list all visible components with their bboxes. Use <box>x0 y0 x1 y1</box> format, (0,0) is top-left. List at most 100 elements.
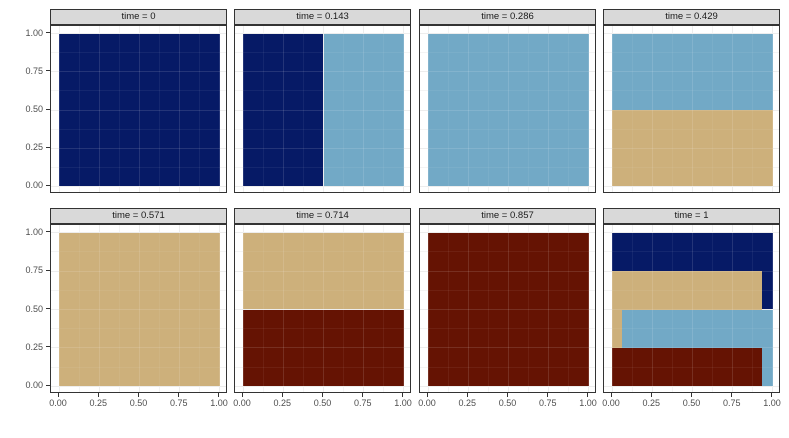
gridline-overlay-minor-h <box>420 251 595 253</box>
gridline-major-h <box>51 385 226 387</box>
x-axis-tick <box>57 393 59 397</box>
facet-strip-label: time = 0.429 <box>665 11 718 23</box>
gridline-overlay-minor-h <box>51 289 226 291</box>
y-axis-tick <box>46 308 50 309</box>
gridline-overlay-minor-h <box>235 90 410 92</box>
gridline-overlay-major-v <box>363 26 365 192</box>
facet-strip: time = 0.571 <box>50 208 227 224</box>
gridline-overlay-major-v <box>651 225 653 392</box>
data-rect-tan <box>612 110 773 187</box>
y-axis-tick <box>46 346 50 348</box>
gridline-overlay-minor-v <box>528 225 530 392</box>
facet-panel <box>603 224 780 393</box>
x-axis-label: 1.00 <box>579 398 597 408</box>
data-rect-lightblue <box>323 33 404 187</box>
gridline-overlay-major-v <box>403 225 405 392</box>
gridline-overlay-major-h <box>235 232 410 234</box>
gridline-overlay-major-v <box>58 26 60 192</box>
facet-panel <box>50 25 227 193</box>
x-axis-tick <box>466 393 468 397</box>
facet-strip: time = 0.143 <box>234 9 411 25</box>
gridline-overlay-major-h <box>51 232 226 234</box>
facet-panel <box>50 224 227 393</box>
gridline-overlay-minor-h <box>604 128 779 130</box>
gridline-major-v <box>403 26 405 192</box>
gridline-overlay-minor-h <box>604 328 779 330</box>
gridline-overlay-minor-v <box>262 26 264 192</box>
x-axis-tick <box>426 393 428 397</box>
gridline-overlay-minor-h <box>51 52 226 54</box>
y-axis-tick <box>46 269 50 271</box>
data-rect-tan <box>59 232 220 387</box>
gridline-overlay-major-h <box>235 71 410 73</box>
gridline-overlay-major-v <box>611 26 613 192</box>
facet-panel <box>234 25 411 193</box>
gridline-overlay-minor-v <box>302 26 304 192</box>
gridline-overlay-major-v <box>732 225 734 392</box>
x-axis-label: 0.25 <box>89 398 108 408</box>
gridline-overlay-major-v <box>242 26 244 192</box>
x-axis-tick <box>241 393 243 397</box>
gridline-overlay-minor-h <box>604 52 779 54</box>
x-axis-label: 0.50 <box>313 398 332 408</box>
gridline-overlay-major-v <box>282 26 284 192</box>
y-axis-tick <box>46 108 50 110</box>
gridline-overlay-major-v <box>732 26 734 192</box>
gridline-overlay-minor-v <box>487 26 489 192</box>
gridline-overlay-minor-v <box>712 225 714 392</box>
x-axis-label: 0.75 <box>353 398 372 408</box>
x-axis-tick <box>507 393 508 397</box>
gridline-overlay-minor-v <box>712 26 714 192</box>
x-axis-label: 0.25 <box>642 398 661 408</box>
x-axis-label: 0.25 <box>273 398 292 408</box>
gridline-major-v <box>219 225 221 392</box>
gridline-overlay-major-h <box>420 270 595 272</box>
x-axis-label: 0.50 <box>682 398 701 408</box>
data-rect-darkred <box>428 232 589 387</box>
gridline-overlay-major-h <box>420 185 595 187</box>
x-axis-tick <box>362 393 364 397</box>
y-axis-label: 0.50 <box>25 104 43 114</box>
y-axis-label: 0.25 <box>25 142 43 153</box>
x-axis-label: 1.00 <box>210 398 228 408</box>
gridline-overlay-minor-v <box>671 26 673 192</box>
facet-strip-label: time = 1 <box>674 210 709 222</box>
gridline-overlay-major-v <box>323 225 324 392</box>
x-axis-tick <box>218 393 220 397</box>
gridline-overlay-minor-v <box>343 26 345 192</box>
x-axis-tick <box>178 393 180 397</box>
gridline-major-h <box>235 185 410 187</box>
gridline-overlay-major-h <box>51 185 226 187</box>
gridline-overlay-minor-v <box>302 225 304 392</box>
gridline-overlay-minor-v <box>118 225 120 392</box>
gridline-overlay-minor-h <box>51 328 226 330</box>
facet-strip-label: time = 0.286 <box>481 11 534 23</box>
x-axis-tick <box>322 393 323 397</box>
facet-strip: time = 0.857 <box>419 208 596 224</box>
gridline-overlay-minor-h <box>235 128 410 130</box>
x-axis-label: 0.75 <box>722 398 741 408</box>
facet-panel <box>234 224 411 393</box>
gridline-overlay-major-h <box>604 147 779 149</box>
gridline-overlay-major-v <box>242 225 244 392</box>
x-axis-tick <box>691 393 692 397</box>
gridline-overlay-minor-v <box>343 225 345 392</box>
gridline-overlay-major-h <box>604 385 779 387</box>
gridline-overlay-major-v <box>548 225 550 392</box>
data-rect-lightblue <box>428 33 589 187</box>
facet-strip: time = 0.714 <box>234 208 411 224</box>
gridline-overlay-minor-v <box>383 26 385 192</box>
x-axis-tick <box>610 393 612 397</box>
gridline-overlay-minor-h <box>51 128 226 130</box>
gridline-overlay-major-h <box>51 309 226 310</box>
gridline-overlay-minor-h <box>420 52 595 54</box>
gridline-overlay-major-h <box>420 385 595 387</box>
gridline-overlay-major-v <box>98 225 100 392</box>
data-rect-darkred <box>612 347 762 387</box>
gridline-overlay-major-h <box>235 33 410 35</box>
gridline-overlay-minor-v <box>78 225 80 392</box>
gridline-overlay-major-h <box>420 71 595 73</box>
gridline-overlay-minor-v <box>447 225 449 392</box>
y-axis-label: 0.75 <box>25 65 43 76</box>
gridline-overlay-minor-h <box>235 251 410 253</box>
